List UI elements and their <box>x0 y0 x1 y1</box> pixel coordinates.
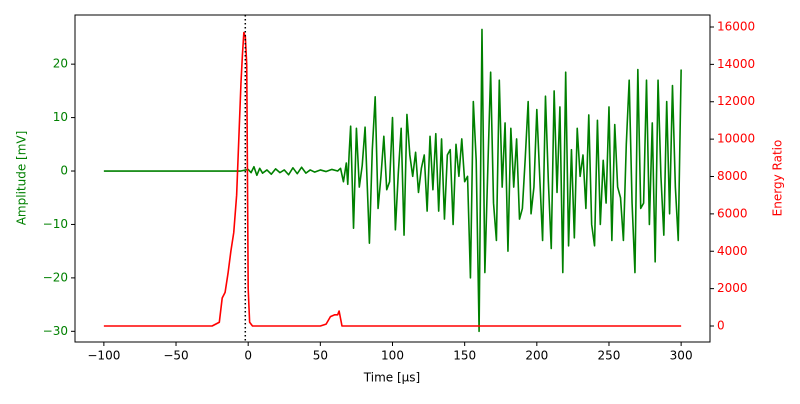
y2-tick-label: 4000 <box>717 244 748 258</box>
x-tick-label: 100 <box>381 349 404 363</box>
y-tick-label: −10 <box>43 217 68 231</box>
y2-tick-label: 8000 <box>717 169 748 183</box>
x-axis-label: Time [µs] <box>363 371 420 385</box>
x-tick-label: 250 <box>598 349 621 363</box>
x-tick-label: 150 <box>453 349 476 363</box>
y2-tick-label: 10000 <box>717 132 755 146</box>
y2-axis-label: Energy Ratio <box>771 140 785 217</box>
y-tick-label: −20 <box>43 270 68 284</box>
plot-frame <box>74 14 711 343</box>
x-tick-label: −100 <box>87 349 120 363</box>
x-tick-label: 200 <box>525 349 548 363</box>
y2-tick-label: 12000 <box>717 94 755 108</box>
y-tick-label: 20 <box>53 57 68 71</box>
y2-tick-label: 16000 <box>717 19 755 33</box>
x-tick-label: 0 <box>244 349 252 363</box>
y-tick-label: 0 <box>60 164 68 178</box>
series-line <box>103 28 682 333</box>
y-tick-label: −30 <box>43 324 68 338</box>
y2-tick-label: 6000 <box>717 206 748 220</box>
x-tick-label: 300 <box>670 349 693 363</box>
y2-tick-label: 0 <box>717 319 725 333</box>
y2-tick-label: 14000 <box>717 57 755 71</box>
x-tick-label: 50 <box>313 349 328 363</box>
x-tick-label: −50 <box>163 349 188 363</box>
y2-tick-label: 2000 <box>717 281 748 295</box>
series-line <box>103 31 682 327</box>
y-tick-label: 10 <box>53 110 68 124</box>
y-axis-label: Amplitude [mV] <box>15 131 29 226</box>
